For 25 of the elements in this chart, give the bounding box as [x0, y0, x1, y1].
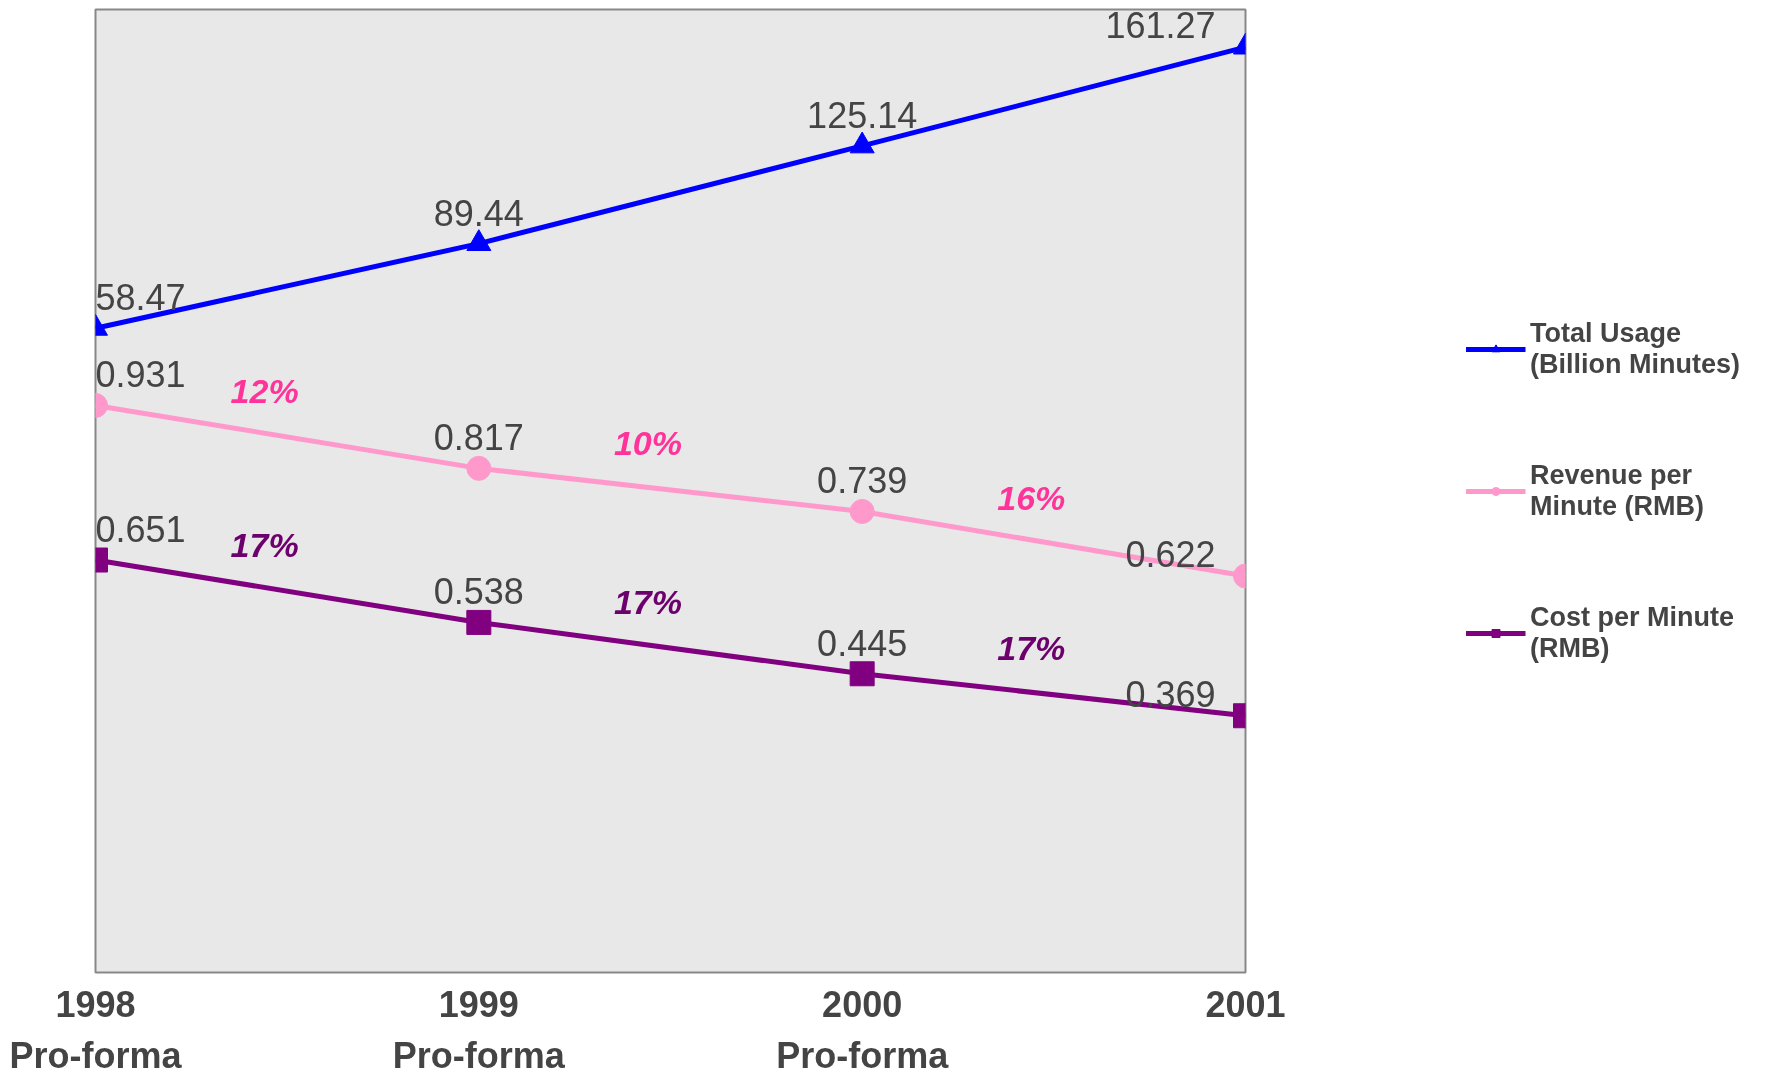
- data-label: 58.47: [95, 277, 186, 319]
- annotation: 10%: [613, 424, 683, 463]
- annotation: 12%: [230, 372, 299, 411]
- data-label: 0.739: [817, 460, 908, 502]
- legend-label: Revenue per Minute (RMB): [1530, 459, 1704, 522]
- data-label: 0.651: [95, 509, 186, 551]
- x-tick-label: 1998 Pro-forma: [9, 983, 183, 1076]
- data-label: 161.27: [1105, 5, 1216, 47]
- annotation: 17%: [613, 582, 683, 621]
- annotation: 16%: [997, 478, 1066, 517]
- data-label: 89.44: [433, 192, 524, 234]
- data-label: 0.931: [95, 354, 186, 396]
- annotation: 17%: [230, 526, 299, 565]
- x-tick-label: 2000 Pro-forma: [776, 983, 950, 1076]
- legend-label: Total Usage (Billion Minutes): [1530, 317, 1740, 380]
- legend-label: Cost per Minute (RMB): [1530, 601, 1735, 664]
- data-label: 0.369: [1125, 673, 1216, 715]
- data-label: 0.817: [433, 417, 524, 459]
- x-tick-label: 2001: [1205, 983, 1286, 1025]
- x-tick-label: 1999 Pro-forma: [392, 983, 566, 1076]
- data-label: 125.14: [807, 94, 918, 136]
- data-label: 0.445: [817, 622, 908, 664]
- data-label: 0.622: [1125, 534, 1216, 576]
- annotation: 17%: [997, 628, 1066, 667]
- data-label: 0.538: [433, 571, 524, 613]
